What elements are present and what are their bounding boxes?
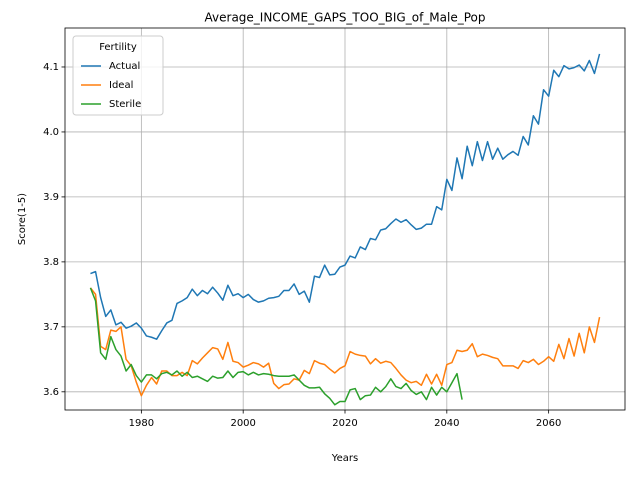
line-series — [89, 287, 463, 406]
legend-box — [72, 35, 164, 116]
y-tick-label: 3.9 — [43, 192, 59, 203]
line-series — [90, 53, 601, 340]
line-series — [89, 287, 601, 397]
legend-title: Fertility — [99, 42, 137, 53]
plot-frame — [64, 27, 626, 411]
y-tick-label: 3.6 — [43, 387, 59, 398]
y-tick-label: 4.0 — [43, 127, 59, 138]
x-tick-label: 1980 — [129, 418, 154, 429]
y-axis-label: Score(1-5) — [17, 193, 28, 245]
x-tick-label: 2000 — [230, 418, 255, 429]
legend-label: Ideal — [109, 80, 133, 91]
y-tick-label: 3.7 — [43, 322, 59, 333]
legend: Fertility Actual Ideal Sterile — [72, 35, 164, 116]
chart-title: Average_INCOME_GAPS_TOO_BIG_of_Male_Pop — [205, 11, 486, 25]
x-tick-label: 2060 — [536, 418, 561, 429]
y-tick-label: 4.1 — [43, 62, 59, 73]
y-tick-label: 3.8 — [43, 257, 59, 268]
x-tick-label: 2020 — [332, 418, 357, 429]
x-axis-label: Years — [331, 453, 358, 464]
legend-label: Actual — [109, 61, 140, 72]
x-tick-label: 2040 — [434, 418, 459, 429]
legend-label: Sterile — [109, 99, 141, 110]
